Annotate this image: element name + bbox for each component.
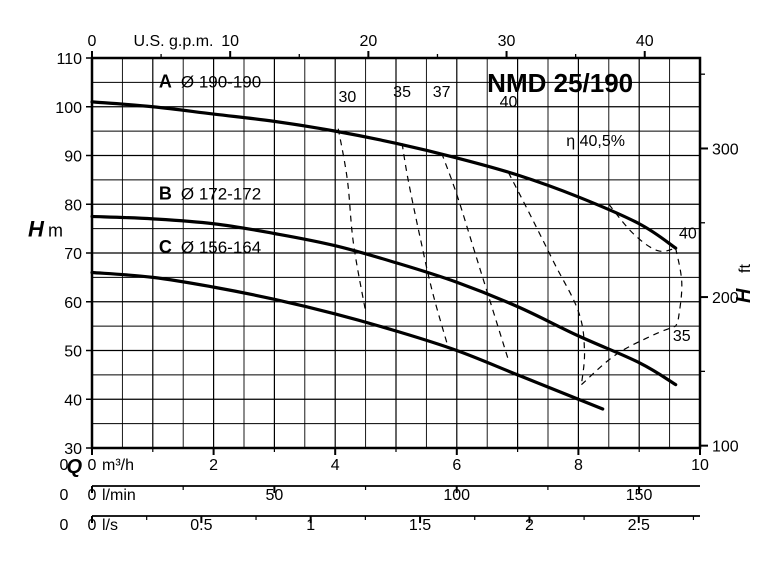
- bottom-axis-tick-label: 10: [691, 457, 709, 474]
- chart-title: NMD 25/190: [487, 68, 633, 98]
- left-axis-tick-label: 110: [56, 51, 82, 68]
- bottom-axis-tick-label: 6: [452, 457, 461, 474]
- top-axis-label: U.S. g.p.m.: [133, 33, 213, 50]
- curve-label: Ø 172-172: [181, 184, 261, 203]
- top-axis-tick-label: 20: [359, 33, 377, 50]
- right-axis-unit: ft: [737, 264, 754, 273]
- bottom-axis-tick-label: 0: [88, 517, 97, 534]
- pump-curve-chart: 30405060708090100110Hm100200300Hft010203…: [0, 0, 782, 571]
- bottom-axis-tick-label: 50: [265, 487, 283, 504]
- bottom-axis-tick-label: 8: [574, 457, 583, 474]
- iso-efficiency-label: 35: [673, 328, 691, 345]
- bottom-axis-tick-label: 4: [331, 457, 340, 474]
- left-axis-tick-label: 100: [55, 100, 82, 117]
- bottom-axis-zero: 0: [60, 457, 69, 474]
- eta-label: η 40,5%: [566, 133, 625, 150]
- left-axis-tick-label: 40: [64, 392, 82, 409]
- bottom-axis-unit: l/s: [102, 517, 118, 534]
- left-axis-label: H: [28, 217, 45, 242]
- bottom-axis-zero: 0: [60, 517, 69, 534]
- bottom-axis-tick-label: 0: [88, 487, 97, 504]
- top-axis-tick-label: 30: [498, 33, 516, 50]
- right-axis-label: H: [733, 288, 755, 303]
- curve-label-prefix: A: [159, 71, 172, 91]
- curve-label: Ø 156-164: [181, 238, 261, 257]
- right-axis-tick-label: 100: [712, 439, 739, 456]
- left-axis-tick-label: 60: [64, 295, 82, 312]
- bottom-axis-tick-label: 1: [306, 517, 315, 534]
- curve-label: Ø 190-190: [181, 72, 261, 91]
- left-axis-unit: m: [48, 221, 63, 241]
- bottom-axis-tick-label: 2.5: [628, 517, 650, 534]
- iso-efficiency-label: 35: [393, 84, 411, 101]
- top-axis-tick-label: 10: [221, 33, 239, 50]
- q-label: Q: [66, 456, 82, 478]
- curve-label-prefix: C: [159, 237, 172, 257]
- bottom-axis-tick-label: 2: [209, 457, 218, 474]
- left-axis-tick-label: 50: [64, 344, 82, 361]
- bottom-axis-tick-label: 100: [443, 487, 470, 504]
- bottom-axis-unit: m³/h: [102, 457, 134, 474]
- bottom-axis-tick-label: 0: [88, 457, 97, 474]
- bottom-axis-unit: l/min: [102, 487, 136, 504]
- right-axis-tick-label: 300: [712, 141, 739, 158]
- top-axis-tick-label: 40: [636, 33, 654, 50]
- bottom-axis-zero: 0: [60, 487, 69, 504]
- bottom-axis-tick-label: 150: [626, 487, 653, 504]
- iso-efficiency-label: 40: [679, 225, 697, 242]
- bottom-axis-tick-label: 1.5: [409, 517, 431, 534]
- bottom-axis-tick-label: 2: [525, 517, 534, 534]
- iso-efficiency-label: 37: [433, 84, 451, 101]
- curve-label-prefix: B: [159, 183, 172, 203]
- left-axis-tick-label: 90: [64, 149, 82, 166]
- left-axis-tick-label: 70: [64, 246, 82, 263]
- top-axis-tick-label: 0: [88, 33, 97, 50]
- bottom-axis-tick-label: 0.5: [190, 517, 212, 534]
- left-axis-tick-label: 80: [64, 197, 82, 214]
- iso-efficiency-label: 30: [338, 89, 356, 106]
